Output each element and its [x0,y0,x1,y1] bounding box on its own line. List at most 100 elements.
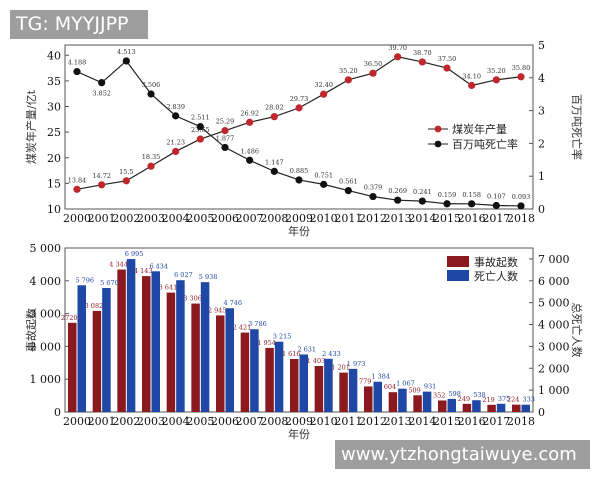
x-tick-label: 2007 [236,415,264,428]
bar-deaths [225,308,234,412]
data-point [517,73,525,81]
y2-axis-label: 总死亡人数 [570,303,584,358]
y-tick-label: 4 000 [30,275,62,288]
y2-tick-label: 1 [538,170,545,183]
data-label: 34.10 [462,72,481,80]
bar-deaths [348,368,358,412]
y-tick-label: 40 [47,49,61,62]
bar-deaths [200,282,210,412]
data-label: 4.188 [68,59,87,67]
bar-accidents [68,322,77,412]
data-label: 2 421 [233,324,252,332]
data-label: 0.379 [364,184,383,192]
data-label: 2 631 [297,345,316,353]
data-label: 39.70 [388,44,407,52]
bar-deaths [324,358,333,412]
legend-label: 事故起数 [474,255,518,269]
data-label: 0.885 [290,167,309,175]
data-label: 6 027 [174,271,193,279]
y-tick-label: 30 [47,101,61,114]
data-label: 2 433 [322,350,341,358]
data-label: 21.23 [166,138,185,146]
data-label: 352 [433,391,445,399]
data-point [246,156,254,164]
bar-accidents [166,292,176,412]
data-label: 15.5 [119,168,133,176]
plot-frame [64,247,534,413]
data-label: 28.02 [265,104,284,112]
x-tick-label: 2005 [186,212,214,225]
x-tick-label: 2010 [310,212,338,225]
y-tick-label: 5 000 [30,242,62,255]
data-label: 538 [473,391,485,399]
data-label: 779 [359,377,371,385]
y2-tick-label: 4 [538,72,545,85]
data-point [196,135,204,143]
data-point [270,167,278,175]
bar-deaths [102,288,111,412]
data-point [517,202,525,210]
legend-swatch [447,270,469,281]
data-label: 1.147 [265,158,284,166]
data-label: 25.29 [216,118,235,126]
data-point [73,68,81,76]
data-label: 0.751 [314,171,333,179]
x-tick-label: 2013 [384,415,412,428]
x-tick-label: 2008 [260,212,288,225]
y2-tick-label: 0 [538,406,545,419]
y2-axis-label: 百万吨死亡率 [570,94,584,160]
data-label: 35.20 [487,67,506,75]
legend-label: 百万吨死亡率 [452,137,518,151]
y-axis-label: 事故起数 [24,308,38,352]
bar-accidents [92,310,102,412]
y-tick-label: 3 000 [30,308,62,321]
data-label: 37.50 [438,55,457,63]
y-tick-label: 2 000 [30,340,62,353]
data-label: 18.35 [142,153,161,161]
data-point [98,181,106,189]
data-label: 6 434 [149,262,168,270]
x-tick-label: 2012 [359,415,387,428]
y2-tick-label: 0 [538,203,545,216]
x-tick-label: 2009 [285,415,313,428]
bar-accidents [117,269,126,412]
bar-accidents [512,404,521,412]
x-tick-label: 2017 [482,212,510,225]
data-point [443,64,451,72]
bar-accidents [487,404,496,412]
data-label: 0.561 [339,178,358,186]
data-label: 1 067 [396,380,415,388]
data-point [172,112,180,120]
data-point [492,76,500,84]
x-tick-label: 2002 [112,212,140,225]
legend-swatch [447,256,469,267]
x-tick-label: 2006 [211,415,239,428]
data-label: 35.20 [339,67,358,75]
data-label: 2720 [61,314,78,322]
bar-deaths [126,259,136,412]
data-label: 1 616 [282,350,301,358]
bar-accidents [438,400,447,412]
data-point [147,162,155,170]
y2-tick-label: 3 [538,105,545,118]
bar-deaths [373,381,382,412]
data-label: 14.72 [92,172,111,180]
y2-tick-label: 5 [538,39,545,52]
y2-tick-label: 7 000 [538,253,570,266]
x-axis-label: 年份 [288,427,310,441]
data-label: 1.486 [240,147,259,155]
bar-deaths [250,329,259,412]
bar-accidents [388,392,398,412]
data-label: 5 670 [100,279,119,287]
data-point [172,147,180,156]
y2-tick-label: 2 000 [538,362,570,375]
data-label: 604 [384,383,396,391]
legend-marker [434,140,442,148]
x-tick-label: 2014 [408,415,436,428]
x-tick-label: 2009 [285,212,313,225]
x-tick-label: 2004 [162,415,190,428]
y-tick-label: 10 [47,203,61,216]
data-label: 4 143 [134,267,153,275]
x-tick-label: 2010 [310,415,338,428]
bar-deaths [447,398,456,412]
